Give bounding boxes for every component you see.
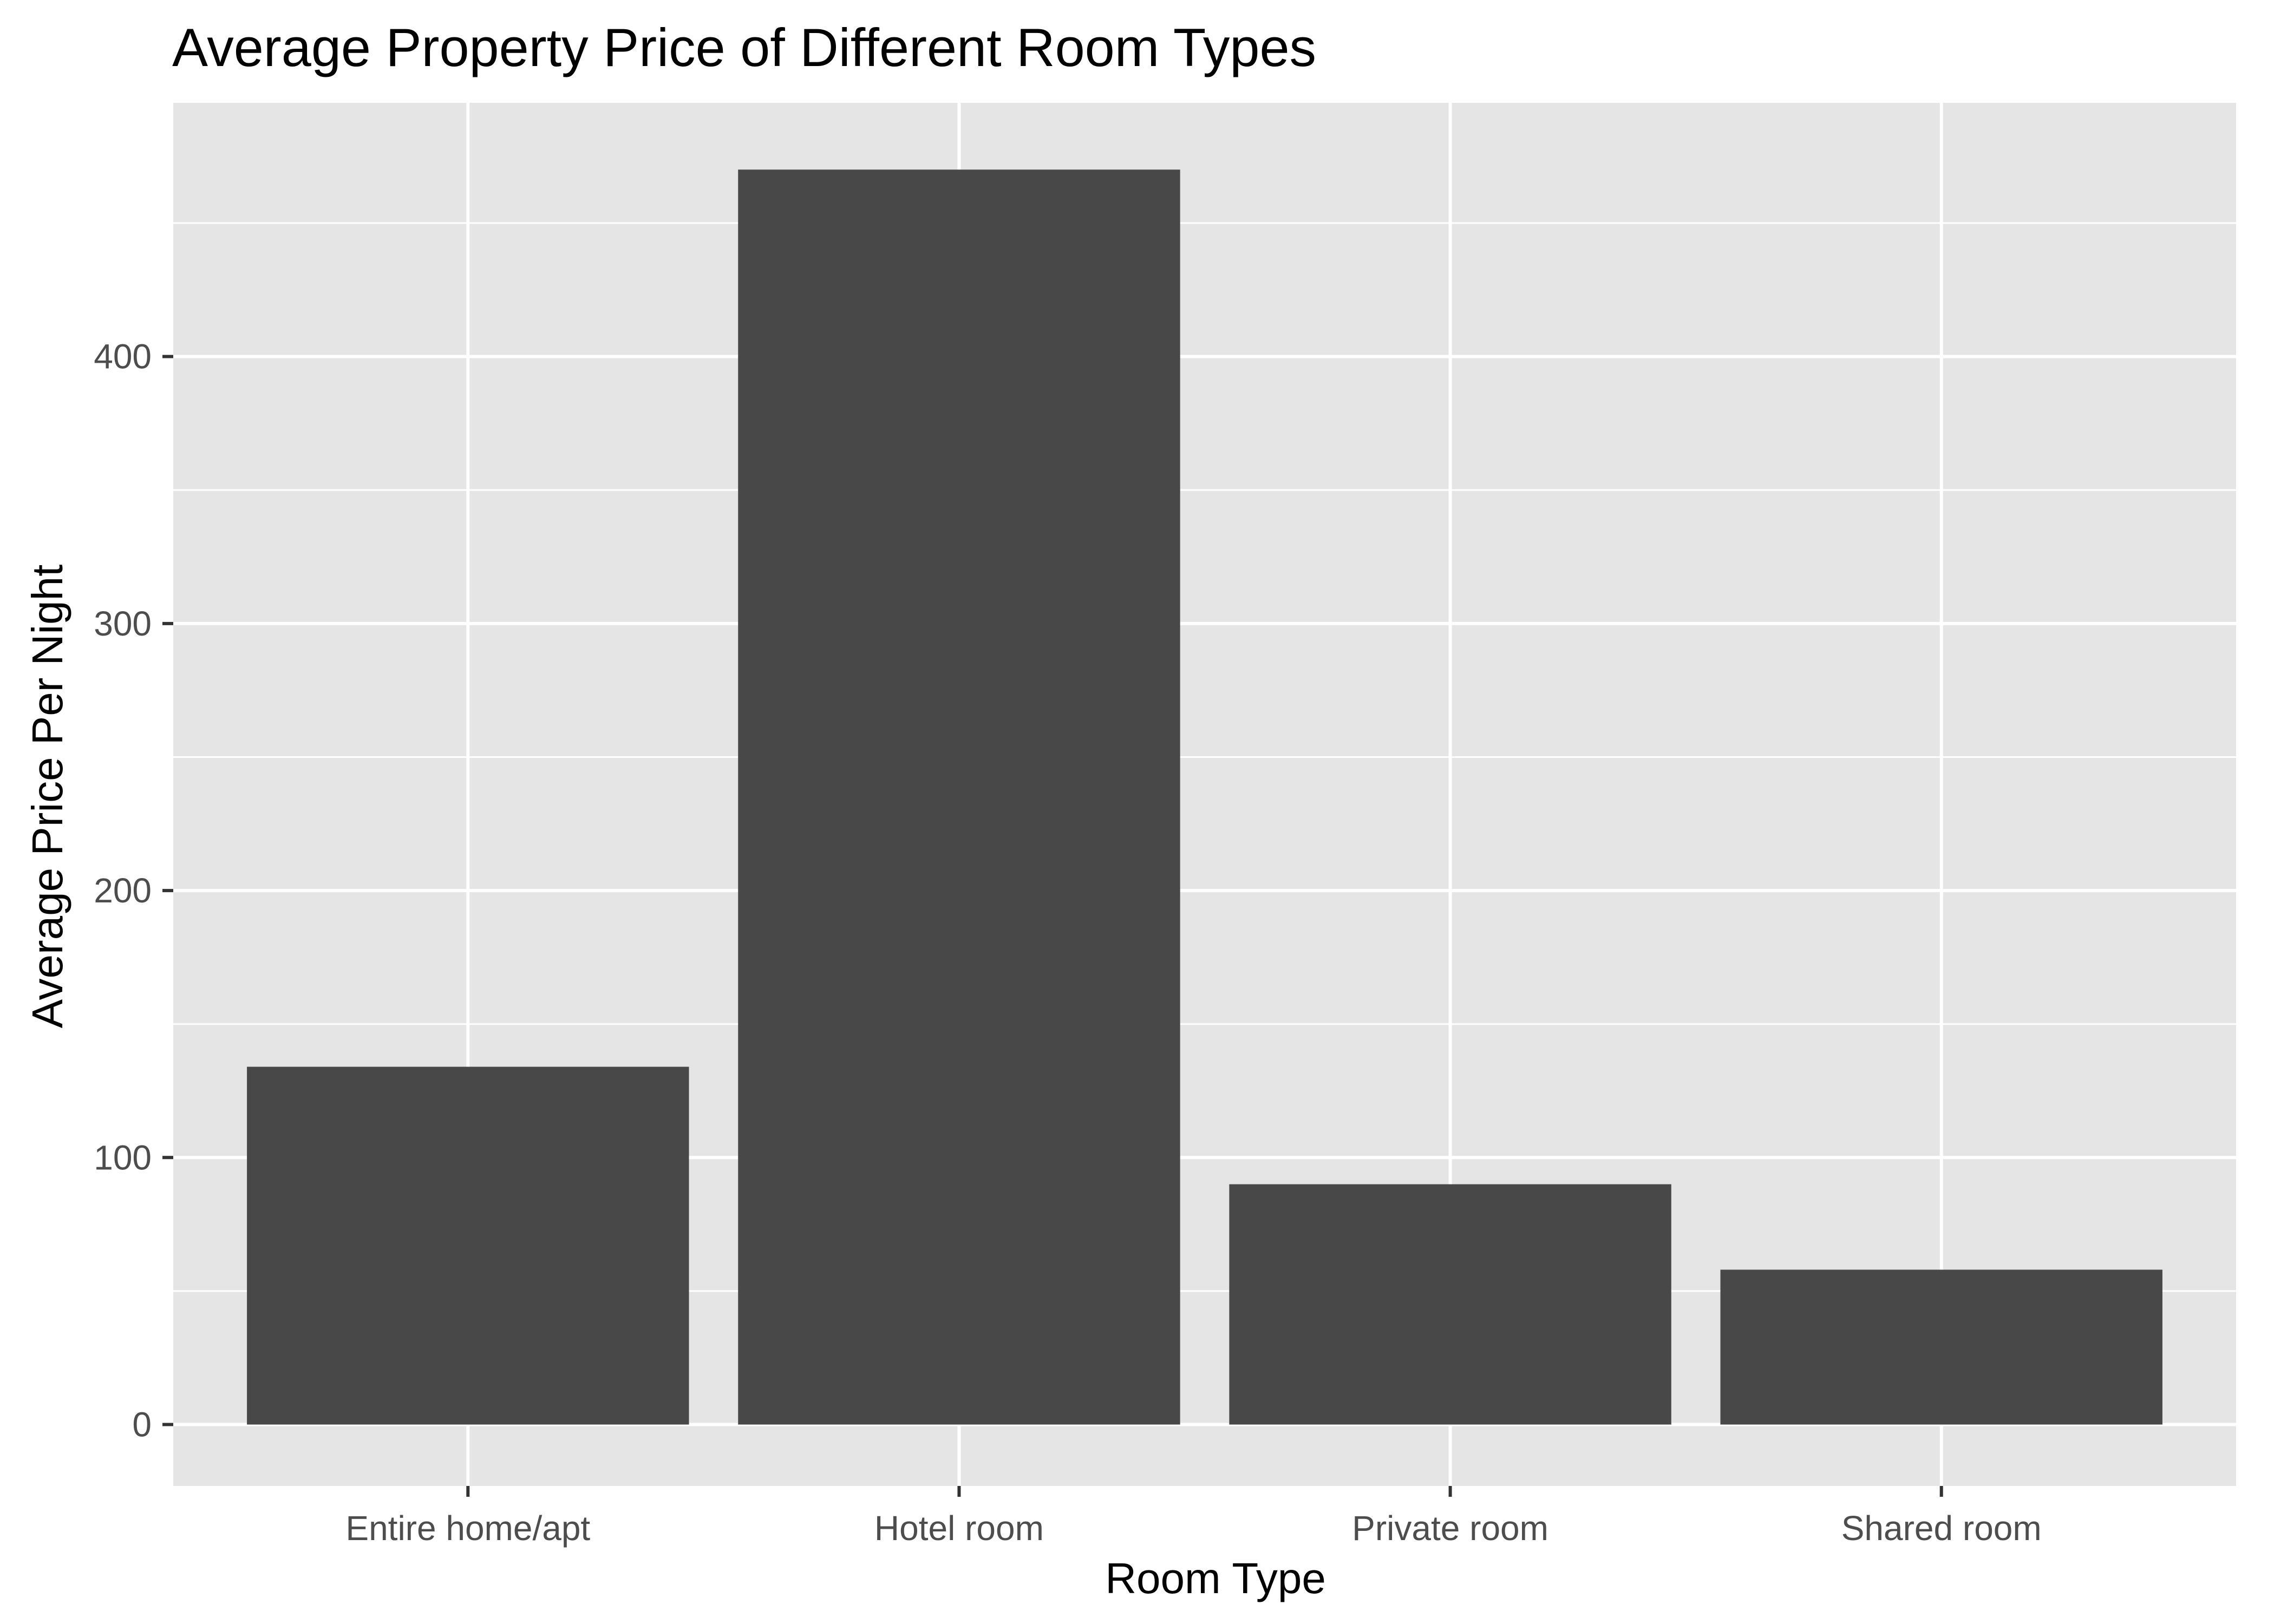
x-axis: Entire home/apt Hotel room Private room Sha… bbox=[345, 1486, 2042, 1548]
x-tick-label: Shared room bbox=[1841, 1509, 2042, 1548]
y-tick-label: 0 bbox=[132, 1405, 152, 1444]
y-axis: 0 100 200 300 400 bbox=[94, 337, 173, 1444]
y-axis-title: Average Price Per Night bbox=[23, 565, 71, 1029]
x-tick-label: Private room bbox=[1352, 1509, 1548, 1548]
x-tick-label: Hotel room bbox=[874, 1509, 1044, 1548]
bar-shared-room bbox=[1720, 1269, 2162, 1425]
bar-entire-home-apt bbox=[247, 1066, 689, 1425]
bar-hotel-room bbox=[738, 169, 1180, 1425]
y-tick-label: 200 bbox=[94, 871, 152, 910]
x-axis-title: Room Type bbox=[1105, 1554, 1326, 1602]
bar-private-room bbox=[1229, 1184, 1671, 1425]
x-tick-label: Entire home/apt bbox=[345, 1509, 590, 1548]
bars-layer bbox=[247, 169, 2162, 1425]
y-tick-label: 300 bbox=[94, 604, 152, 643]
y-tick-label: 400 bbox=[94, 337, 152, 376]
y-tick-label: 100 bbox=[94, 1138, 152, 1177]
chart-title: Average Property Price of Different Room… bbox=[172, 17, 1316, 77]
